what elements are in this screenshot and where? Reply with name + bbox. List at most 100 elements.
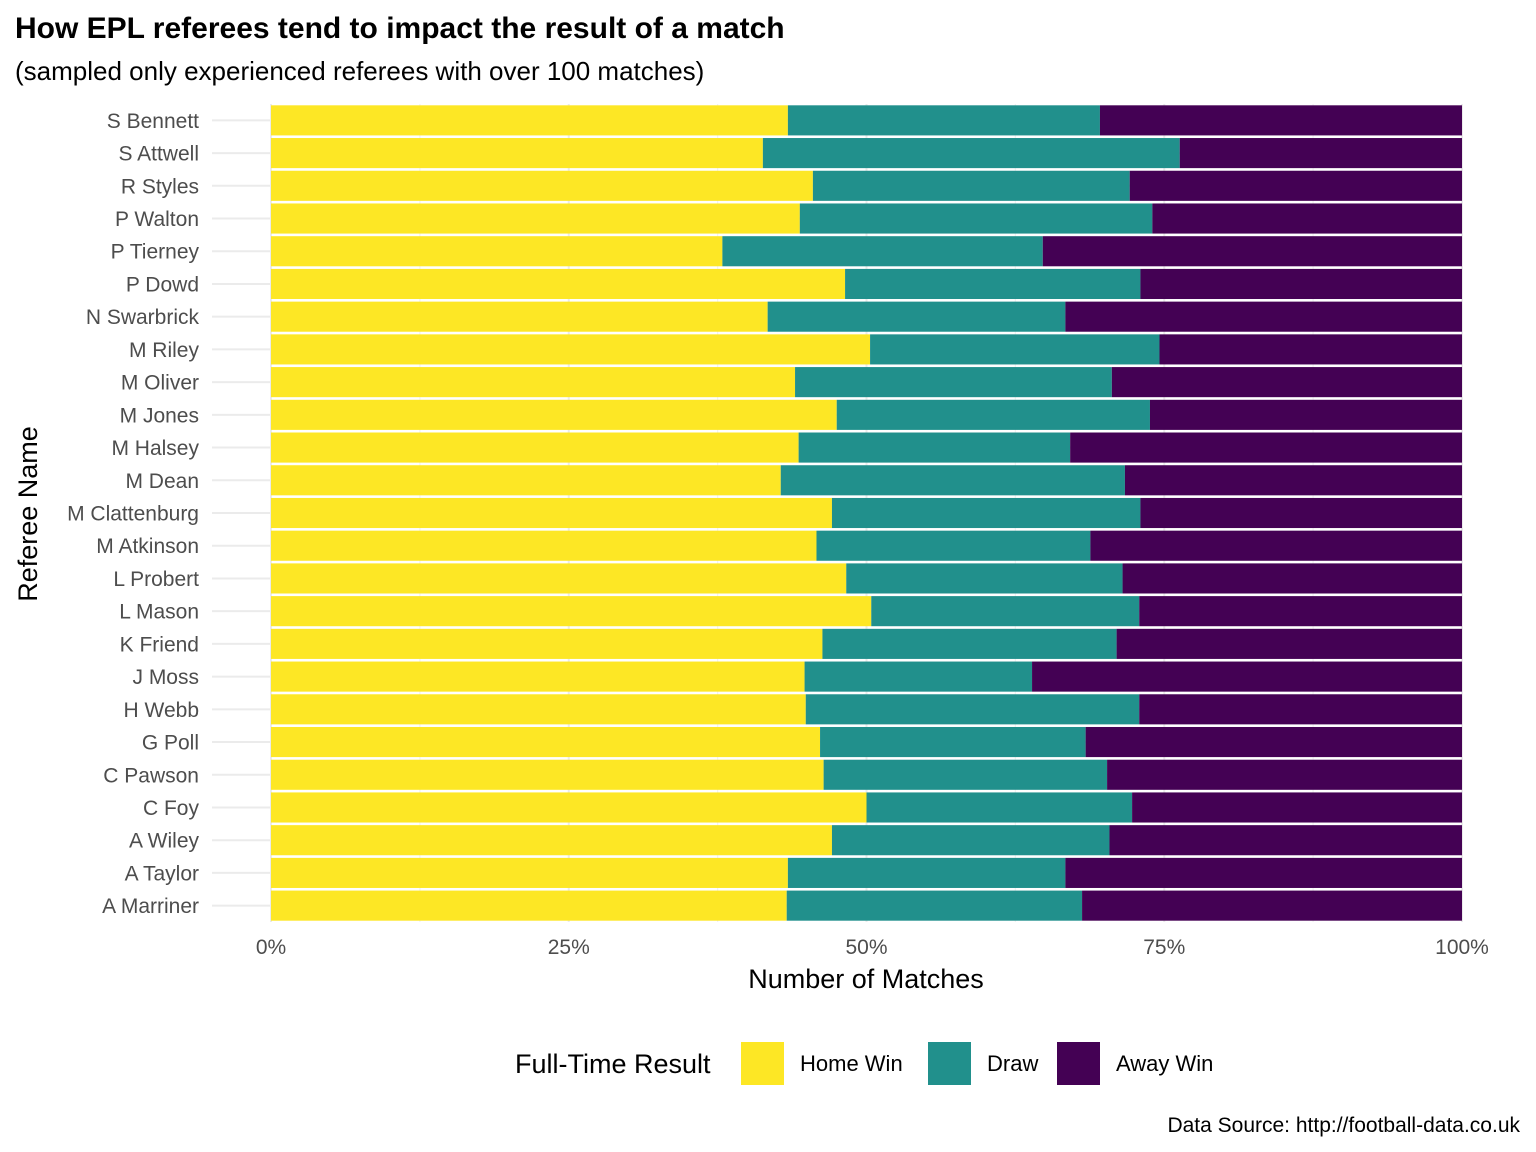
bar-home-win xyxy=(271,792,867,823)
y-tick-label: S Attwell xyxy=(118,143,199,166)
x-axis-title: Number of Matches xyxy=(748,964,984,994)
bar-away-win xyxy=(1122,563,1462,594)
bar-away-win xyxy=(1070,432,1462,463)
x-tick-labels: 0% 25% 50% 75% 100% xyxy=(256,936,1489,959)
bar-away-win xyxy=(1129,170,1462,201)
chart-subtitle: (sampled only experienced referees with … xyxy=(15,56,704,86)
bar-draw xyxy=(866,792,1133,823)
bar-home-win xyxy=(271,138,763,169)
y-axis-title: Referee Name xyxy=(13,426,43,602)
bar-home-win xyxy=(271,694,806,725)
bar-draw xyxy=(816,530,1091,561)
y-tick-label: M Halsey xyxy=(111,437,199,460)
y-tick-label: M Atkinson xyxy=(96,535,199,558)
bar-home-win xyxy=(271,530,817,561)
y-tick-label: R Styles xyxy=(121,175,199,198)
bar-draw xyxy=(805,694,1140,725)
bar-away-win xyxy=(1116,628,1462,659)
bar-draw xyxy=(871,596,1140,627)
bar-away-win xyxy=(1140,268,1462,300)
bar-draw xyxy=(831,497,1141,529)
bar-draw xyxy=(823,759,1108,790)
x-tick-label: 75% xyxy=(1143,936,1185,959)
bar-home-win xyxy=(271,268,846,300)
bar-draw xyxy=(804,661,1033,692)
bar-draw xyxy=(767,301,1066,332)
bar-away-win xyxy=(1159,334,1462,365)
bars-layer xyxy=(271,105,1462,921)
bar-home-win xyxy=(271,203,800,234)
bar-away-win xyxy=(1179,138,1462,169)
x-tick-label: 25% xyxy=(548,936,590,959)
bar-away-win xyxy=(1032,661,1462,692)
bar-draw xyxy=(787,105,1100,136)
legend-key-away-win xyxy=(1057,1042,1100,1085)
bar-away-win xyxy=(1082,890,1462,921)
bar-home-win xyxy=(271,367,796,398)
y-tick-label: M Riley xyxy=(129,339,200,362)
bar-home-win xyxy=(271,596,872,627)
bar-draw xyxy=(822,628,1117,659)
y-tick-label: J Moss xyxy=(132,666,199,689)
y-tick-label: N Swarbrick xyxy=(86,306,200,329)
bar-home-win xyxy=(271,890,787,921)
legend: Full-Time Result Home Win Draw Away Win xyxy=(515,1042,1213,1085)
legend-key-home-win xyxy=(741,1042,784,1085)
bar-draw xyxy=(870,334,1160,365)
y-tick-label: C Pawson xyxy=(103,764,199,787)
bar-away-win xyxy=(1109,825,1462,856)
bar-draw xyxy=(846,563,1123,594)
legend-label: Draw xyxy=(987,1051,1038,1076)
bar-draw xyxy=(820,726,1086,758)
bar-away-win xyxy=(1065,301,1462,332)
bar-home-win xyxy=(271,857,788,888)
y-tick-label: S Bennett xyxy=(107,110,199,133)
x-tick-label: 50% xyxy=(845,936,887,959)
bar-draw xyxy=(722,236,1043,267)
y-tick-label: P Tierney xyxy=(111,241,200,264)
bar-home-win xyxy=(271,825,832,856)
y-tick-label: P Walton xyxy=(115,208,199,231)
bar-away-win xyxy=(1139,596,1462,627)
y-tick-label: P Dowd xyxy=(126,273,199,296)
bar-away-win xyxy=(1065,857,1462,888)
legend-label: Away Win xyxy=(1116,1051,1213,1076)
legend-key-draw xyxy=(928,1042,971,1085)
bar-draw xyxy=(786,890,1083,921)
legend-items: Home Win Draw Away Win xyxy=(741,1042,1213,1085)
y-tick-label: M Jones xyxy=(120,404,199,427)
bar-home-win xyxy=(271,465,781,496)
bar-draw xyxy=(798,432,1071,463)
y-tick-label: M Dean xyxy=(125,470,199,493)
bar-away-win xyxy=(1124,465,1462,496)
y-tick-labels: S Bennett S Attwell R Styles P Walton P Tier… xyxy=(67,110,199,918)
bar-home-win xyxy=(271,628,823,659)
legend-title: Full-Time Result xyxy=(515,1049,711,1079)
bar-draw xyxy=(836,399,1150,430)
bar-away-win xyxy=(1139,694,1462,725)
x-tick-label: 100% xyxy=(1435,936,1489,959)
y-tick-label: A Marriner xyxy=(102,895,199,918)
chart-title: How EPL referees tend to impact the resu… xyxy=(15,12,785,45)
bar-home-win xyxy=(271,170,813,201)
y-tick-label: M Oliver xyxy=(121,372,199,395)
bar-away-win xyxy=(1132,792,1462,823)
bar-away-win xyxy=(1042,236,1462,267)
bar-away-win xyxy=(1111,367,1462,398)
bar-home-win xyxy=(271,432,799,463)
bar-draw xyxy=(812,170,1130,201)
y-tick-label: C Foy xyxy=(143,797,200,820)
bar-home-win xyxy=(271,661,805,692)
bar-draw xyxy=(762,138,1180,169)
bar-away-win xyxy=(1085,726,1462,758)
y-tick-label: L Mason xyxy=(119,601,199,624)
bar-home-win xyxy=(271,497,832,529)
bar-draw xyxy=(845,268,1141,300)
legend-label: Home Win xyxy=(800,1051,903,1076)
bar-draw xyxy=(795,367,1112,398)
bar-away-win xyxy=(1099,105,1462,136)
bar-home-win xyxy=(271,334,871,365)
y-tick-label: M Clattenburg xyxy=(67,503,199,526)
bar-home-win xyxy=(271,759,824,790)
